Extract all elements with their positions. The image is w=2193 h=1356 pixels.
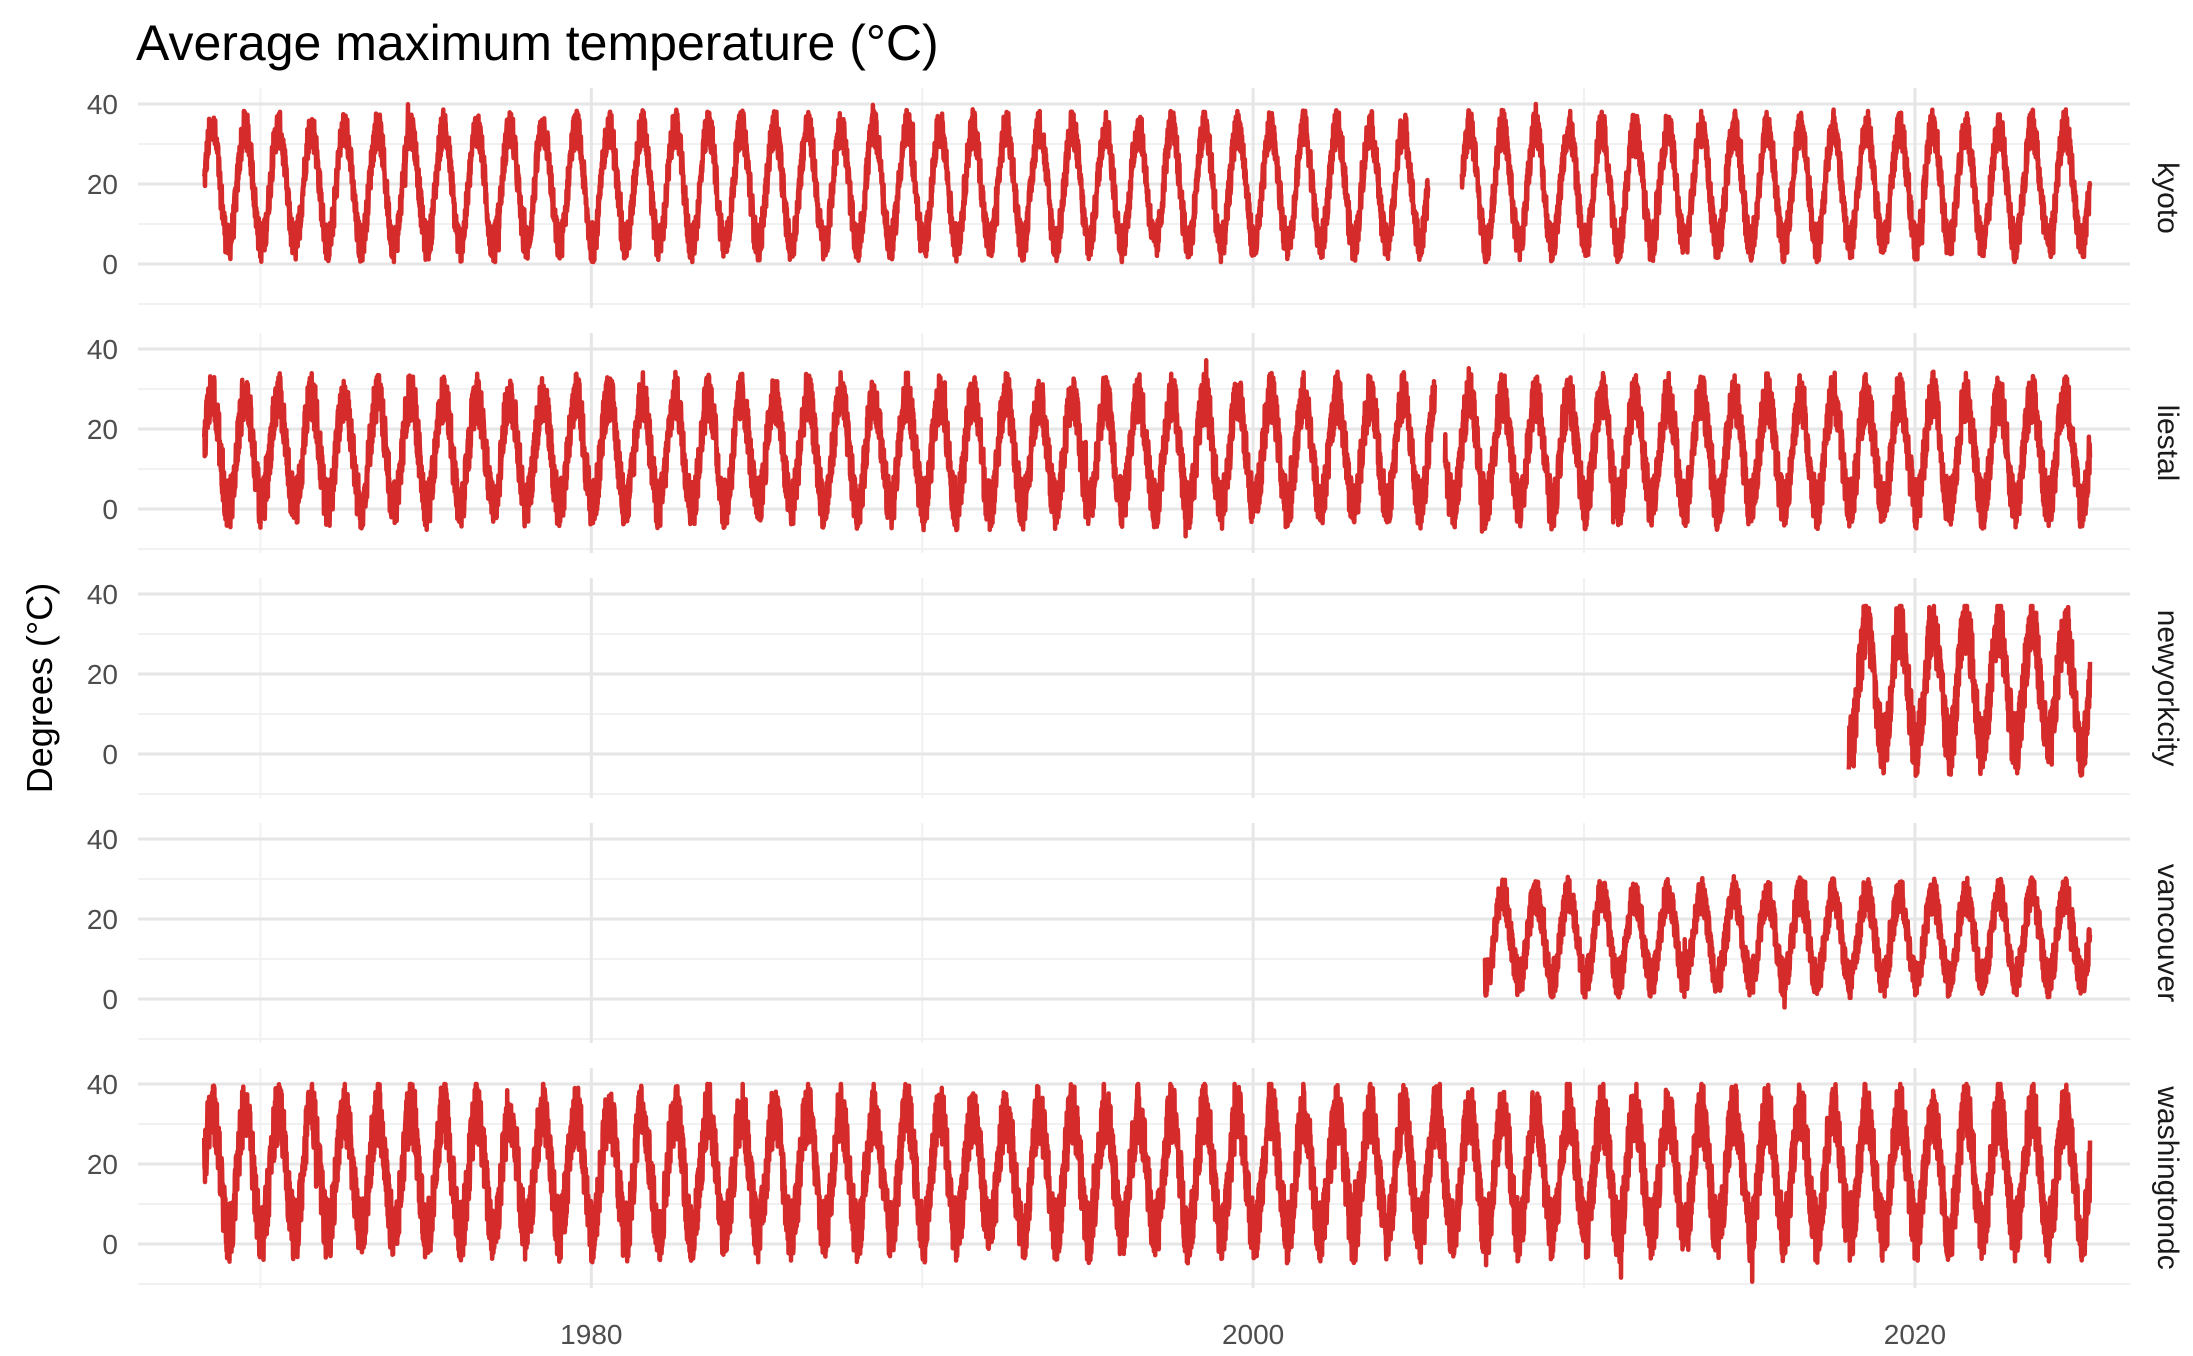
series-line-vancouver (1482, 873, 2093, 1010)
y-tick-label: 0 (102, 494, 118, 525)
facet-label-kyoto: kyoto (2151, 162, 2184, 234)
series-line-newyorkcity (1846, 603, 2093, 778)
facet-panel-newyorkcity: 0 20 40 newyorkcity (87, 578, 2184, 798)
series-line-liestal (201, 358, 2093, 539)
facet-label-liestal: liestal (2151, 405, 2184, 482)
facet-panel-kyoto: 0 20 40 kyoto (87, 88, 2184, 308)
y-tick-label: 20 (87, 169, 118, 200)
y-tick-label: 20 (87, 904, 118, 935)
y-tick-label: 20 (87, 414, 118, 445)
series-line-washingtondc (201, 1081, 2093, 1284)
y-tick-label: 40 (87, 1069, 118, 1100)
y-tick-label: 40 (87, 579, 118, 610)
y-tick-label: 0 (102, 739, 118, 770)
y-tick-label: 0 (102, 1229, 118, 1260)
y-tick-label: 40 (87, 89, 118, 120)
y-tick-label: 40 (87, 824, 118, 855)
chart-title: Average maximum temperature (°C) (136, 15, 939, 71)
x-tick-label: 2000 (1222, 1319, 1284, 1350)
facet-panel-vancouver: 0 20 40 vancouver (87, 823, 2184, 1043)
y-tick-label: 0 (102, 984, 118, 1015)
facet-panel-washingtondc: 0 20 40 washingtondc (87, 1068, 2184, 1288)
x-tick-label: 2020 (1884, 1319, 1946, 1350)
facet-label-washingtondc: washingtondc (2151, 1085, 2184, 1269)
x-tick-label: 1980 (560, 1319, 622, 1350)
facet-label-newyorkcity: newyorkcity (2151, 610, 2184, 767)
y-axis-title: Degrees (°C) (19, 583, 60, 793)
y-tick-label: 20 (87, 659, 118, 690)
facet-label-vancouver: vancouver (2151, 864, 2184, 1002)
y-tick-label: 20 (87, 1149, 118, 1180)
series-line-kyoto (201, 101, 2093, 265)
y-tick-label: 40 (87, 334, 118, 365)
y-tick-label: 0 (102, 249, 118, 280)
facet-panel-liestal: 0 20 40 liestal (87, 333, 2184, 553)
